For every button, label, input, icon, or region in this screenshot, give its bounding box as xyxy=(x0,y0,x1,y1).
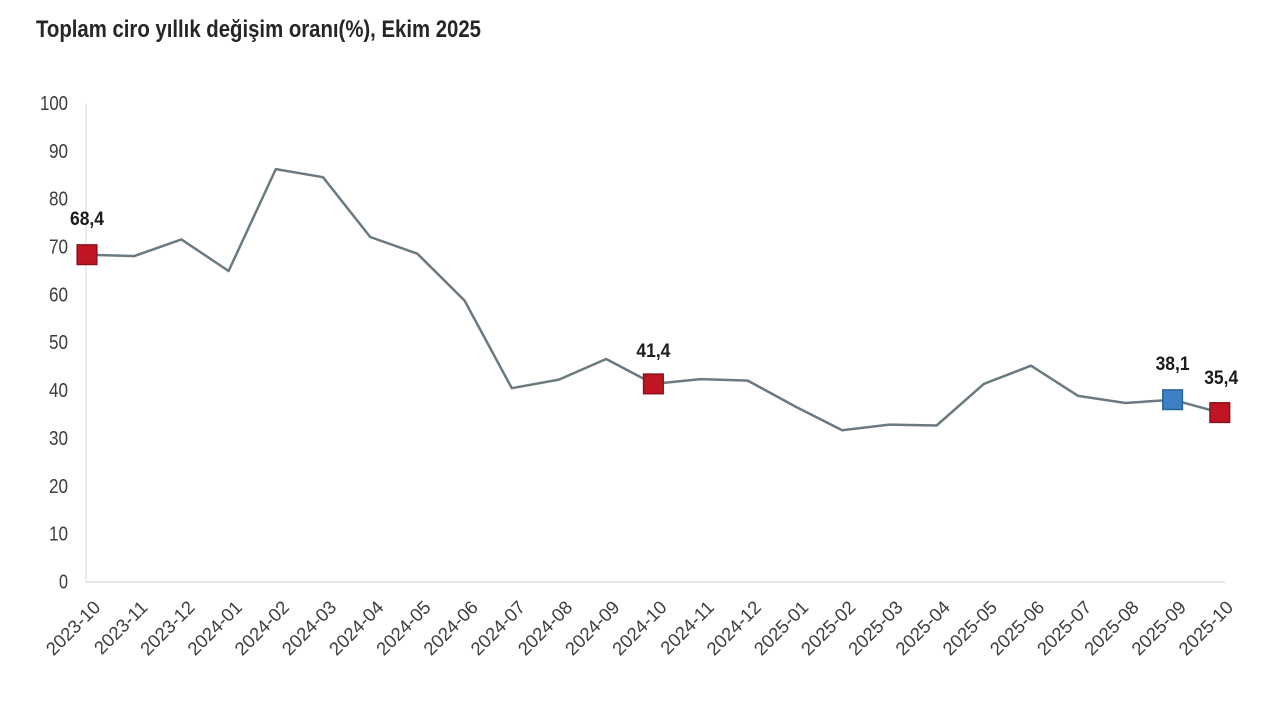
svg-text:90: 90 xyxy=(49,141,68,163)
svg-text:30: 30 xyxy=(49,428,68,450)
svg-text:35,4: 35,4 xyxy=(1204,368,1238,389)
svg-text:10: 10 xyxy=(49,524,68,546)
svg-text:50: 50 xyxy=(49,332,68,354)
svg-text:0: 0 xyxy=(59,572,68,594)
svg-text:Toplam ciro yıllık değişim ora: Toplam ciro yıllık değişim oranı(%), Eki… xyxy=(36,16,481,43)
svg-text:68,4: 68,4 xyxy=(70,209,104,230)
svg-text:70: 70 xyxy=(49,237,68,259)
svg-text:41,4: 41,4 xyxy=(636,341,670,362)
svg-text:80: 80 xyxy=(49,189,68,211)
svg-text:100: 100 xyxy=(40,93,68,115)
svg-text:60: 60 xyxy=(49,284,68,306)
svg-text:40: 40 xyxy=(49,380,68,402)
svg-text:20: 20 xyxy=(49,476,68,498)
svg-text:38,1: 38,1 xyxy=(1156,354,1190,375)
